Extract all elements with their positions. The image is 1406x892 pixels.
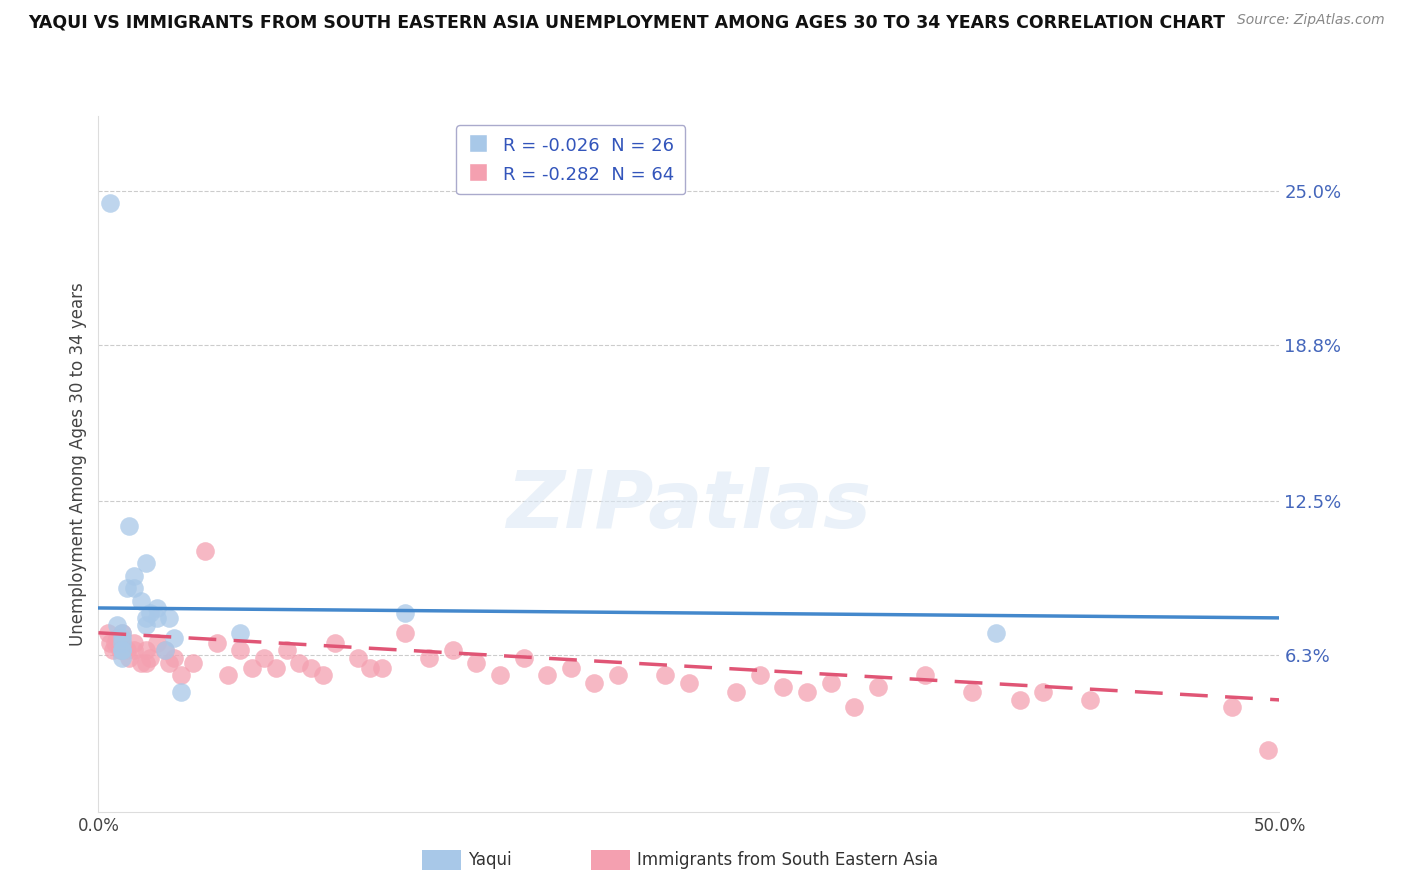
Point [299,660,322,674]
Point [560,660,582,674]
Point [163,631,186,645]
Point [111,643,134,657]
Point [1008,693,1031,707]
Point [489,668,512,682]
Point [866,681,889,695]
Text: Source: ZipAtlas.com: Source: ZipAtlas.com [1237,13,1385,28]
Point [1032,685,1054,699]
Point [371,660,394,674]
Point [111,650,134,665]
Point [101,643,124,657]
Point [347,650,370,665]
Point [157,656,180,670]
Point [98,196,121,211]
Point [139,606,162,620]
Point [240,660,263,674]
Point [139,650,162,665]
Point [441,643,464,657]
Point [104,636,127,650]
Point [264,660,287,674]
Point [217,668,239,682]
Point [129,593,152,607]
Point [181,656,204,670]
Point [135,611,157,625]
Point [135,556,157,570]
Text: Yaqui: Yaqui [468,851,512,869]
Point [607,668,630,682]
Point [205,636,228,650]
Point [122,568,145,582]
Point [312,668,335,682]
Point [725,685,748,699]
Point [170,668,193,682]
Point [105,618,128,632]
Point [170,685,193,699]
Point [129,656,152,670]
Point [111,643,134,657]
Point [153,643,176,657]
Point [115,643,138,657]
Text: YAQUI VS IMMIGRANTS FROM SOUTH EASTERN ASIA UNEMPLOYMENT AMONG AGES 30 TO 34 YEA: YAQUI VS IMMIGRANTS FROM SOUTH EASTERN A… [28,13,1225,31]
Point [844,700,866,714]
Point [276,643,298,657]
Point [97,625,120,640]
Point [163,650,186,665]
Point [796,685,818,699]
Point [1220,700,1243,714]
Point [108,643,131,657]
Point [146,636,169,650]
Point [115,581,138,595]
Point [984,625,1007,640]
Point [135,656,157,670]
Point [153,643,176,657]
Y-axis label: Unemployment Among Ages 30 to 34 years: Unemployment Among Ages 30 to 34 years [69,282,87,646]
Point [536,668,558,682]
Point [962,685,984,699]
Point [118,519,141,533]
Point [122,581,145,595]
Point [122,636,145,650]
Point [194,544,217,558]
Point [111,625,134,640]
Point [135,643,157,657]
Point [157,611,180,625]
Point [118,650,141,665]
Point [98,636,121,650]
Point [654,668,676,682]
Point [111,636,134,650]
Point [583,675,606,690]
Point [323,636,346,650]
Point [359,660,381,674]
Point [229,625,252,640]
Point [1257,742,1279,756]
Legend: R = -0.026  N = 26, R = -0.282  N = 64: R = -0.026 N = 26, R = -0.282 N = 64 [457,125,685,194]
Point [914,668,936,682]
Point [122,643,145,657]
Point [748,668,770,682]
Point [229,643,252,657]
Text: ZIPatlas: ZIPatlas [506,467,872,545]
Point [394,625,416,640]
Point [111,643,134,657]
Point [135,618,157,632]
Point [105,631,128,645]
Point [288,656,311,670]
Point [111,636,134,650]
Point [678,675,700,690]
Point [465,656,488,670]
Point [253,650,276,665]
Text: Immigrants from South Eastern Asia: Immigrants from South Eastern Asia [637,851,938,869]
Point [111,625,134,640]
Point [418,650,440,665]
Point [146,601,169,615]
Point [394,606,416,620]
Point [1080,693,1102,707]
Point [111,631,134,645]
Point [512,650,534,665]
Point [820,675,842,690]
Point [146,611,169,625]
Point [772,681,794,695]
